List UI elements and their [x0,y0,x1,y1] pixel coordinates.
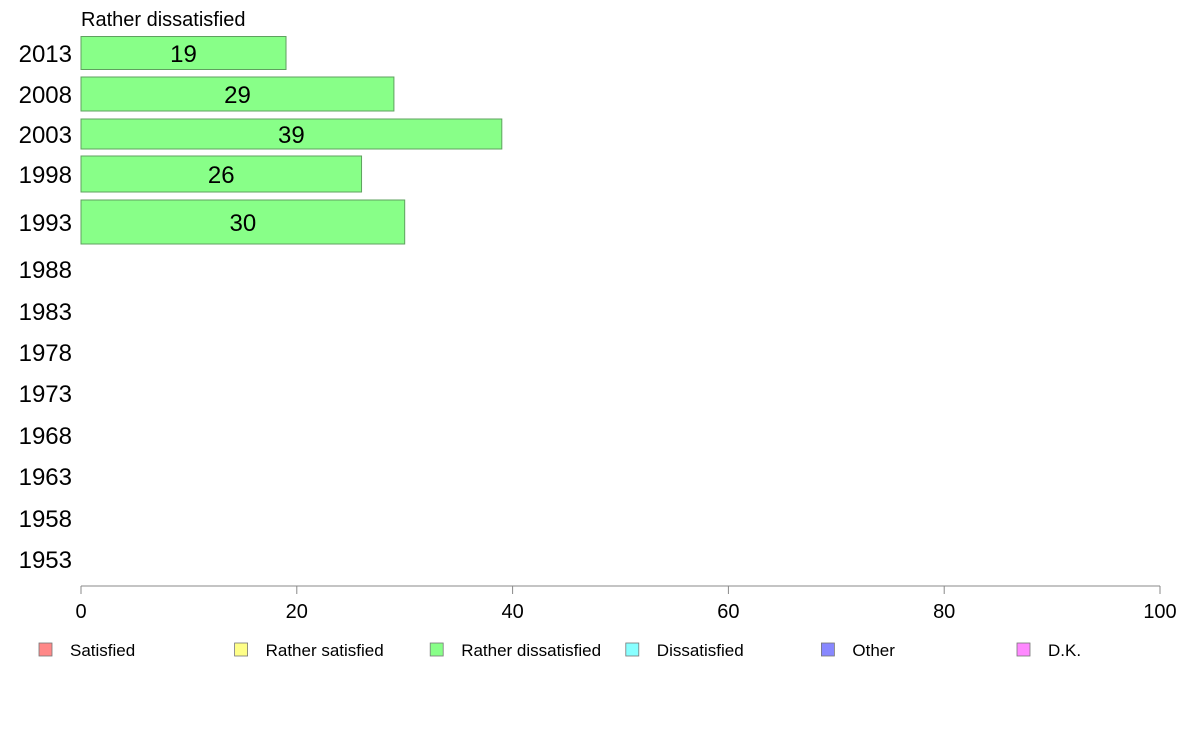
year-label: 1993 [19,210,72,237]
year-label: 1968 [19,423,72,450]
year-label: 1983 [19,299,72,326]
bar-value-label: 30 [229,210,256,237]
legend-label: D.K. [1048,641,1081,660]
legend-label: Dissatisfied [657,641,744,660]
legend-label: Rather dissatisfied [461,641,601,660]
year-label: 2008 [19,82,72,109]
year-label: 1988 [19,257,72,284]
x-tick-label: 20 [286,601,308,623]
legend-label: Satisfied [70,641,135,660]
bar [80,36,287,70]
year-label: 1958 [19,506,72,533]
bar-value-label: 29 [224,82,251,109]
bar [80,155,363,193]
legend-label: Rather satisfied [266,641,384,660]
bars: 19 29 39 26 30 [80,36,503,245]
year-label: 1978 [19,340,72,367]
x-tick-label: 80 [933,601,955,623]
year-labels: 2013 2008 2003 1998 1993 1988 1983 1978 1973 1968… [19,41,72,574]
x-tick-label: 0 [75,601,86,623]
year-label: 2003 [19,122,72,149]
bar-value-label: 39 [278,122,305,149]
legend-swatch [1016,642,1031,657]
bar [80,76,395,112]
legend-swatch [38,642,53,657]
bar [80,199,406,245]
chart-title: Rather dissatisfied [81,9,246,31]
legend-swatch [429,642,444,657]
legend-label: Other [852,641,895,660]
bar-value-label: 26 [208,162,235,189]
legend: Satisfied Rather satisfied Rather dissatis… [38,641,1081,660]
x-tick-label: 100 [1143,601,1176,623]
legend-swatch [821,642,835,657]
year-label: 1963 [19,464,72,491]
legend-swatch [234,642,249,657]
bar-value-label: 19 [170,41,197,68]
x-tick-label: 40 [501,601,523,623]
bar [80,118,503,150]
x-tick-label: 60 [717,601,739,623]
year-label: 1953 [19,547,72,574]
year-label: 2013 [19,41,72,68]
year-label: 1998 [19,162,72,189]
x-axis: 0 20 40 60 80 100 [75,585,1177,623]
year-label: 1973 [19,381,72,408]
legend-swatch [625,642,640,657]
